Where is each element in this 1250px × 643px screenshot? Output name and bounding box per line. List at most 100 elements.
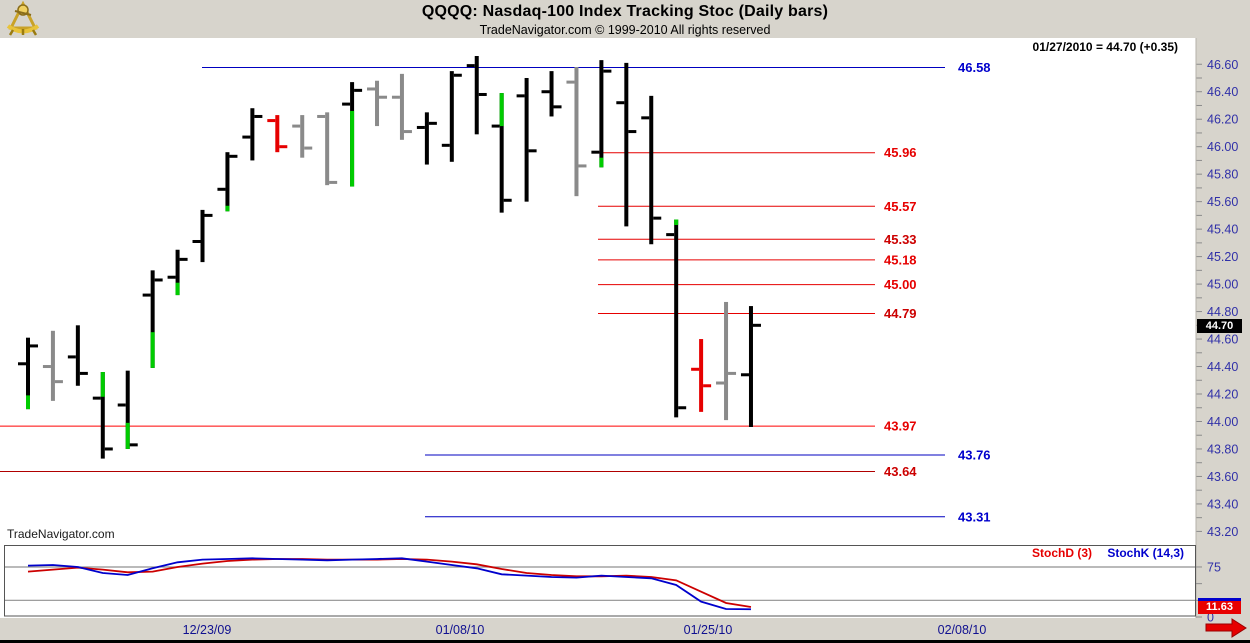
stoch-k-legend: StochK (14,3) <box>1107 546 1184 560</box>
price-level-label: 45.96 <box>884 145 917 160</box>
close-tick <box>752 323 761 327</box>
copyright-notice: TradeNavigator.com © 1999-2010 All right… <box>479 23 771 37</box>
close-tick <box>304 146 313 150</box>
price-bar <box>150 270 155 368</box>
price-bar <box>175 249 180 296</box>
x-axis-label: 02/08/10 <box>938 623 987 637</box>
open-tick <box>192 239 201 243</box>
close-tick <box>229 154 238 158</box>
open-tick <box>167 275 176 279</box>
stoch-axis-label: 0 <box>1207 611 1214 625</box>
price-bar <box>549 71 554 117</box>
open-tick <box>691 367 700 371</box>
y-axis-label: 44.00 <box>1207 415 1238 429</box>
open-tick <box>740 373 749 377</box>
bottom-border-bar <box>0 640 1250 643</box>
price-bar-highlight <box>499 93 504 127</box>
close-tick <box>104 447 113 451</box>
open-tick <box>317 114 326 118</box>
price-bar-highlight <box>125 422 130 449</box>
close-tick <box>578 164 587 168</box>
price-level-label: 43.64 <box>884 464 917 479</box>
price-bar-highlight <box>674 219 679 226</box>
open-tick <box>67 355 76 359</box>
price-bar <box>724 301 729 421</box>
price-bar <box>599 60 604 168</box>
close-tick <box>54 380 63 384</box>
tradenavigator-logo <box>6 1 40 36</box>
price-level-label: 43.31 <box>958 509 991 524</box>
price-bar <box>250 108 255 161</box>
close-tick <box>329 180 338 184</box>
open-tick <box>666 233 675 237</box>
price-bar <box>699 339 704 412</box>
y-axis-label: 46.20 <box>1207 113 1238 127</box>
y-axis-label: 46.40 <box>1207 85 1238 99</box>
price-bar <box>75 325 80 386</box>
price-bar-highlight <box>175 282 180 296</box>
open-tick <box>516 94 525 98</box>
y-axis-label: 46.00 <box>1207 140 1238 154</box>
close-tick <box>79 371 88 375</box>
price-bar <box>325 112 330 186</box>
price-bar <box>275 115 280 153</box>
open-tick <box>591 150 600 154</box>
price-bar <box>26 337 30 410</box>
x-axis-label: 12/23/09 <box>183 623 232 637</box>
y-axis-label: 44.80 <box>1207 305 1238 319</box>
price-bar <box>375 80 380 127</box>
open-tick <box>292 124 301 128</box>
open-tick <box>391 95 400 99</box>
stoch-value-badge: 11.63 <box>1198 598 1241 614</box>
open-tick <box>541 90 550 94</box>
price-bar <box>748 306 753 427</box>
open-tick <box>616 101 625 105</box>
close-tick <box>279 145 288 149</box>
close-tick <box>179 257 188 261</box>
sextant-icon <box>6 1 40 36</box>
chart-title: QQQQ: Nasdaq-100 Index Tracking Stoc (Da… <box>421 3 829 20</box>
stoch-axis-label: 75 <box>1207 560 1221 574</box>
y-axis-label: 45.20 <box>1207 250 1238 264</box>
price-bar-highlight <box>225 205 230 212</box>
watermark-text: TradeNavigator.com <box>7 527 115 541</box>
close-tick <box>30 344 38 348</box>
close-tick <box>204 213 213 217</box>
y-axis-label: 43.40 <box>1207 497 1238 511</box>
price-bar-highlight <box>150 332 155 368</box>
price-bar-highlight <box>599 157 604 168</box>
price-level-label: 44.79 <box>884 306 917 321</box>
open-tick <box>416 125 425 129</box>
open-tick <box>466 64 475 68</box>
open-tick <box>491 124 500 128</box>
y-axis-label: 44.20 <box>1207 388 1238 402</box>
x-axis-label: 01/08/10 <box>436 623 485 637</box>
open-tick <box>342 102 351 106</box>
price-level-label: 45.57 <box>884 199 917 214</box>
stoch-panel <box>4 545 1196 617</box>
price-bar <box>300 115 305 158</box>
open-tick <box>566 80 575 84</box>
y-axis-label: 44.40 <box>1207 360 1238 374</box>
stoch-d-legend: StochD (3) <box>1032 546 1092 560</box>
close-tick <box>354 88 363 92</box>
close-tick <box>428 121 437 125</box>
last-price-badge: 44.70 <box>1197 319 1242 333</box>
y-axis-label: 45.00 <box>1207 278 1238 292</box>
price-bar <box>50 330 55 401</box>
open-tick <box>267 119 276 123</box>
stoch-k-line <box>27 557 751 611</box>
close-tick <box>379 95 388 99</box>
y-axis-label: 45.60 <box>1207 195 1238 209</box>
close-tick <box>703 384 712 388</box>
price-level-label: 45.18 <box>884 252 917 267</box>
scroll-right-arrow-icon[interactable] <box>1205 618 1247 638</box>
close-tick <box>403 130 412 134</box>
close-tick <box>678 406 687 410</box>
open-tick <box>441 143 450 147</box>
y-axis-label: 46.60 <box>1207 58 1238 72</box>
x-axis-label: 01/25/10 <box>684 623 733 637</box>
open-tick <box>92 396 101 400</box>
price-level-label: 45.00 <box>884 277 917 292</box>
